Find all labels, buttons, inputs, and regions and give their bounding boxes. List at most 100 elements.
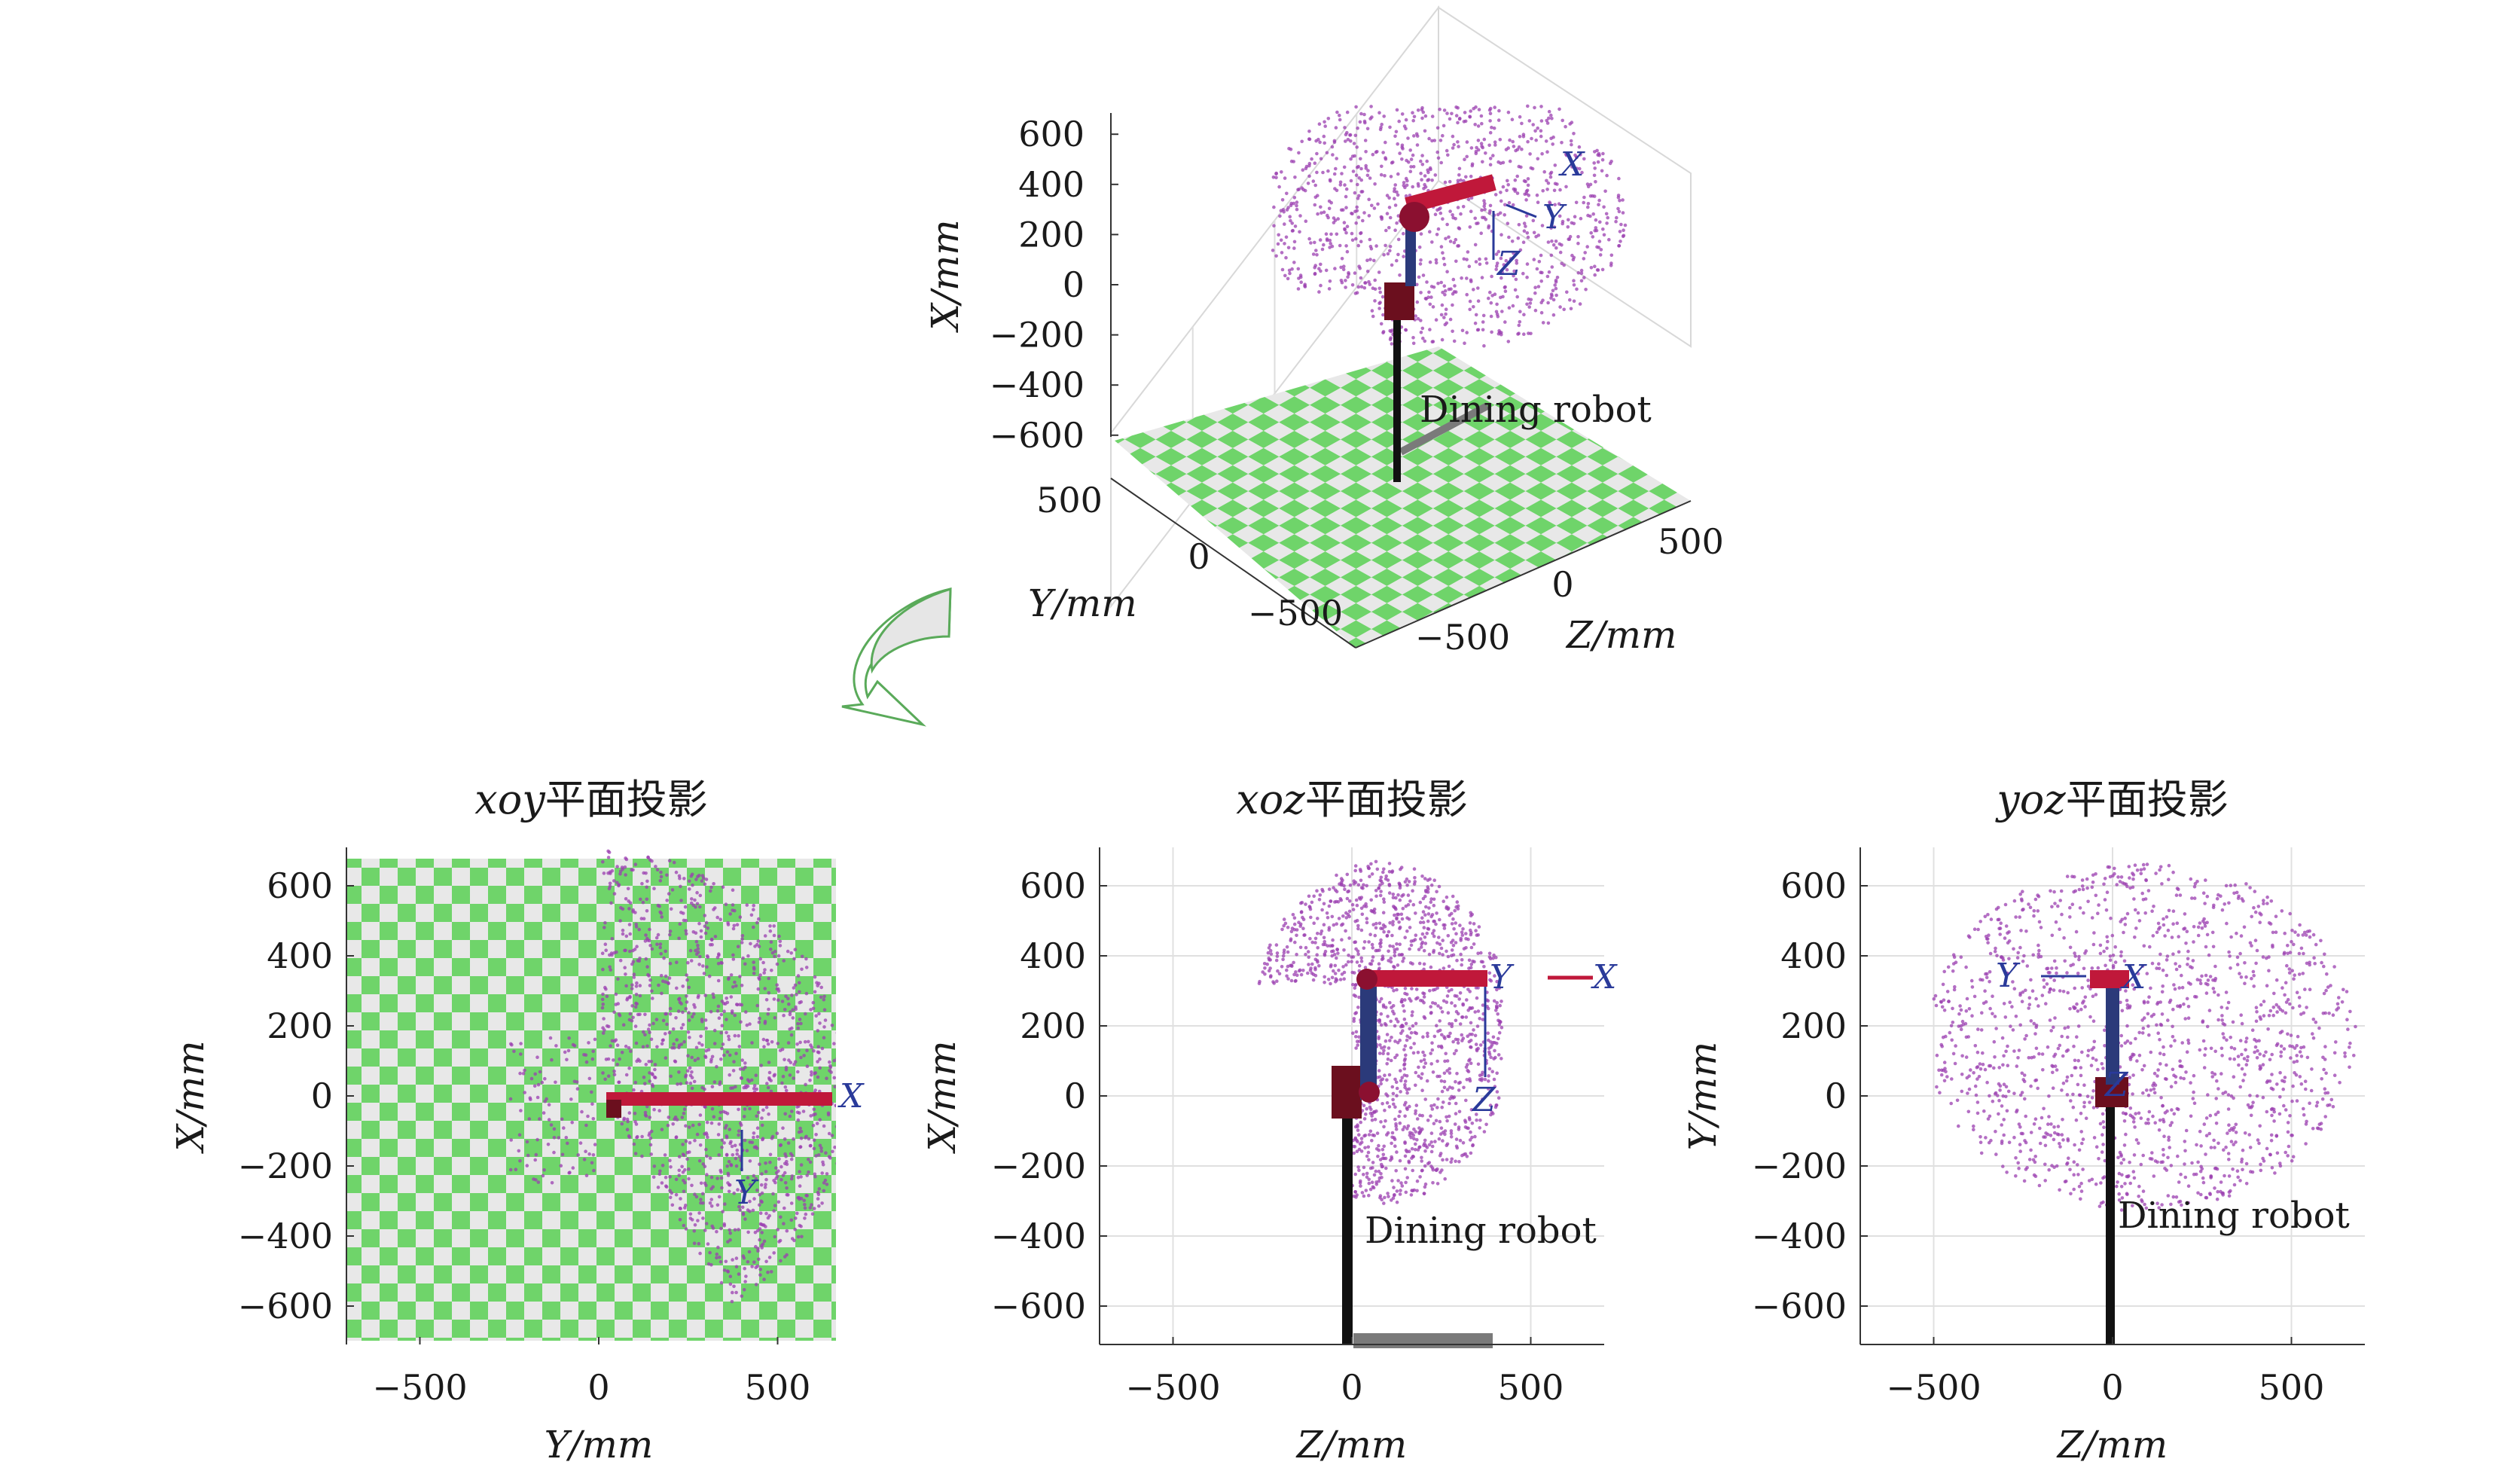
workspace-point bbox=[1405, 1127, 1409, 1131]
workspace-point bbox=[2281, 986, 2284, 990]
workspace-point bbox=[2265, 902, 2269, 905]
workspace-point bbox=[799, 1021, 803, 1026]
workspace-point bbox=[1406, 893, 1411, 897]
workspace-point bbox=[760, 1191, 764, 1195]
workspace-point bbox=[722, 1223, 727, 1228]
workspace-point bbox=[2293, 1071, 2296, 1075]
workspace-point bbox=[670, 888, 675, 892]
workspace-point bbox=[2227, 1194, 2232, 1198]
workspace-point bbox=[655, 1045, 659, 1049]
workspace-point bbox=[1418, 262, 1423, 266]
workspace-point bbox=[1282, 923, 1286, 928]
workspace-point bbox=[1526, 104, 1530, 108]
workspace-point bbox=[701, 964, 705, 968]
workspace-point bbox=[2073, 1006, 2076, 1010]
workspace-point bbox=[667, 976, 672, 980]
workspace-point bbox=[2257, 1039, 2261, 1042]
workspace-point bbox=[2004, 1049, 2008, 1054]
workspace-point bbox=[1431, 1001, 1435, 1005]
workspace-point bbox=[2196, 933, 2201, 938]
workspace-point bbox=[1521, 240, 1526, 245]
workspace-point bbox=[650, 859, 654, 863]
workspace-point bbox=[1356, 1043, 1359, 1047]
workspace-point bbox=[2204, 1134, 2209, 1137]
workspace-point bbox=[758, 1203, 761, 1207]
workspace-point bbox=[1429, 1051, 1432, 1055]
workspace-point bbox=[1466, 1009, 1470, 1012]
workspace-point bbox=[812, 1107, 816, 1112]
workspace-point bbox=[798, 990, 801, 994]
workspace-point bbox=[696, 1219, 700, 1222]
workspace-point bbox=[1445, 1115, 1448, 1119]
workspace-point bbox=[1370, 309, 1374, 313]
workspace-point bbox=[2254, 1019, 2259, 1024]
workspace-point bbox=[785, 1162, 789, 1167]
workspace-point bbox=[1359, 906, 1364, 911]
workspace-point bbox=[687, 985, 691, 990]
workspace-point bbox=[2116, 1155, 2120, 1160]
workspace-point bbox=[681, 1010, 685, 1015]
workspace-point bbox=[2092, 931, 2096, 935]
workspace-point bbox=[1508, 138, 1512, 142]
workspace-point bbox=[677, 1070, 681, 1074]
workspace-point bbox=[2006, 1064, 2010, 1067]
workspace-point bbox=[2000, 1036, 2005, 1040]
workspace-point bbox=[786, 1041, 791, 1045]
workspace-point bbox=[1319, 932, 1323, 936]
workspace-point bbox=[1391, 896, 1396, 899]
workspace-point bbox=[1496, 212, 1500, 217]
y-tick-label: −600 bbox=[991, 1286, 1086, 1326]
workspace-point bbox=[1377, 962, 1381, 966]
workspace-point bbox=[2198, 981, 2203, 985]
workspace-point bbox=[2229, 1036, 2232, 1039]
workspace-point bbox=[2177, 1200, 2181, 1204]
workspace-point bbox=[628, 949, 632, 954]
workspace-point bbox=[2201, 891, 2206, 895]
workspace-point bbox=[1396, 912, 1401, 917]
workspace-point bbox=[711, 992, 715, 997]
workspace-point bbox=[2216, 1018, 2220, 1022]
workspace-point bbox=[1382, 1156, 1387, 1161]
workspace-point bbox=[1618, 240, 1622, 243]
workspace-point bbox=[1298, 230, 1301, 234]
workspace-point bbox=[1425, 931, 1429, 935]
workspace-point bbox=[1292, 927, 1297, 932]
y-tick-label: 400 bbox=[1020, 935, 1086, 976]
workspace-point bbox=[1277, 972, 1282, 976]
workspace-point bbox=[751, 1208, 755, 1213]
workspace-point bbox=[2308, 935, 2312, 939]
workspace-point bbox=[761, 1037, 766, 1042]
workspace-point bbox=[603, 985, 607, 990]
workspace-point bbox=[1454, 1048, 1458, 1053]
workspace-point bbox=[674, 870, 679, 874]
workspace-point bbox=[1521, 135, 1526, 139]
workspace-point bbox=[1340, 972, 1344, 976]
workspace-point bbox=[752, 1131, 756, 1135]
workspace-point bbox=[1397, 920, 1401, 924]
workspace-point bbox=[809, 1114, 813, 1118]
workspace-point bbox=[1315, 953, 1319, 957]
workspace-point bbox=[813, 1072, 816, 1076]
workspace-point bbox=[2232, 1143, 2235, 1146]
workspace-point bbox=[1335, 956, 1338, 960]
workspace-point bbox=[2128, 876, 2131, 880]
workspace-point bbox=[1365, 884, 1368, 888]
workspace-point bbox=[2248, 886, 2252, 890]
robot-arm bbox=[1405, 174, 1496, 214]
workspace-point bbox=[1420, 326, 1425, 331]
workspace-point bbox=[1457, 1081, 1461, 1085]
workspace-point bbox=[1309, 241, 1313, 245]
workspace-point bbox=[1444, 237, 1448, 241]
workspace-point bbox=[685, 1069, 690, 1073]
workspace-point bbox=[2103, 898, 2107, 902]
workspace-point bbox=[1495, 1001, 1499, 1005]
workspace-point bbox=[788, 1010, 792, 1014]
workspace-point bbox=[1384, 140, 1387, 145]
workspace-point bbox=[2298, 923, 2302, 927]
workspace-point bbox=[1355, 166, 1359, 169]
workspace-point bbox=[1522, 221, 1527, 225]
workspace-point bbox=[2116, 1180, 2119, 1184]
workspace-point bbox=[1293, 224, 1298, 228]
workspace-point bbox=[2000, 1123, 2003, 1127]
workspace-point bbox=[2040, 1052, 2045, 1056]
